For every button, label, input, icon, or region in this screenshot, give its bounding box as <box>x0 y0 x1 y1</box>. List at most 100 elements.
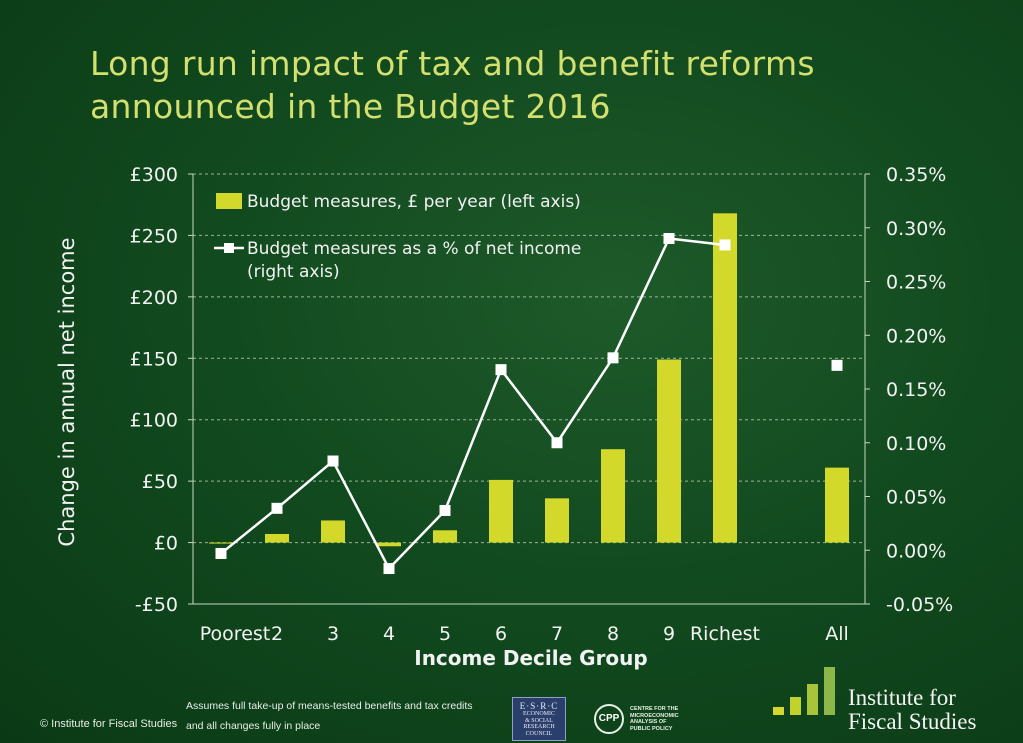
bar <box>433 530 457 543</box>
x-tick-label: 3 <box>327 623 339 645</box>
title-line-1: Long run impact of tax and benefit refor… <box>90 44 815 83</box>
x-axis-ticks: Poorest 2 3 4 5 6 7 8 9 Richest All <box>200 623 849 645</box>
bar <box>601 449 625 543</box>
x-tick-label: All <box>825 623 849 645</box>
legend-line-marker <box>224 243 234 253</box>
y-axis-left-ticks: £300 £250 £200 £150 £100 £50 £0 -£50 <box>130 164 193 616</box>
y2-tick-label: 0.10% <box>886 433 946 455</box>
bar <box>657 359 681 543</box>
bar <box>489 479 513 543</box>
line-segment <box>331 460 391 570</box>
x-tick-label: 4 <box>383 623 395 645</box>
y-axis-right-ticks: 0.35% 0.30% 0.25% 0.20% 0.15% 0.10% 0.05% 0.00%… <box>865 164 953 616</box>
legend-bar-swatch <box>216 193 242 209</box>
cpp-logo: CPP CENTRE FOR THE MICROECONOMIC ANALYSI… <box>594 702 714 738</box>
ifs-logo-bar-3 <box>807 684 818 715</box>
x-axis-label: Income Decile Group <box>414 646 647 670</box>
legend: Budget measures, £ per year (left axis) … <box>214 192 581 282</box>
line-point <box>271 502 283 514</box>
line-series <box>215 233 843 575</box>
y-axis-label: Change in annual net income <box>55 237 79 546</box>
cpp-logo-text: CENTRE FOR THE MICROECONOMIC ANALYSIS OF… <box>630 706 679 732</box>
x-tick-label: Poorest <box>200 623 270 645</box>
footnote: Assumes full take-up of means-tested ben… <box>186 696 516 736</box>
chart: £300 £250 £200 £150 £100 £50 £0 -£50 0.35% 0.30%… <box>55 164 953 670</box>
x-tick-label: 8 <box>607 623 619 645</box>
x-tick-label: 2 <box>271 623 283 645</box>
y2-tick-label: 0.05% <box>886 487 946 509</box>
y2-tick-label: 0.15% <box>886 379 946 401</box>
ifs-logo-bar-4 <box>824 667 835 715</box>
footnote-line-2: and all changes fully in place <box>186 720 321 732</box>
esrc-logo-line-4: RESEARCH <box>523 724 555 730</box>
ifs-logo-text: Institute for Fiscal Studies <box>848 686 976 734</box>
y2-tick-label: 0.20% <box>886 325 946 347</box>
cpp-logo-line-3: ANALYSIS OF <box>630 719 667 725</box>
ifs-logo-line-1: Institute for <box>848 685 956 710</box>
y-tick-label: -£50 <box>135 594 178 616</box>
cpp-logo-mark: CPP <box>594 704 624 734</box>
title-line-2: announced in the Budget 2016 <box>90 87 611 126</box>
y-tick-label: £150 <box>130 348 178 370</box>
cpp-logo-line-4: PUBLIC POLICY <box>630 725 673 732</box>
y2-tick-label: 0.25% <box>886 272 946 294</box>
line-segment <box>388 509 446 570</box>
ifs-logo-bars <box>770 665 840 715</box>
esrc-logo-mark: E·S·R·C <box>519 701 559 711</box>
bar <box>825 467 849 543</box>
x-tick-label: 9 <box>663 623 675 645</box>
x-tick-label: 7 <box>551 623 563 645</box>
ifs-logo-bar-1 <box>773 707 784 715</box>
legend-line-label-2: (right axis) <box>247 262 340 282</box>
line-segment <box>443 369 503 511</box>
legend-line-label: Budget measures as a % of net income <box>247 239 581 259</box>
esrc-logo-line-3: & SOCIAL <box>525 717 553 724</box>
y-tick-label: £300 <box>130 164 178 186</box>
cpp-logo-line-1: CENTRE FOR THE <box>630 706 679 712</box>
line-point <box>215 547 227 559</box>
line-segment <box>611 237 671 359</box>
y2-tick-label: 0.00% <box>886 540 946 562</box>
legend-bar-label: Budget measures, £ per year (left axis) <box>247 192 581 212</box>
line-segment <box>276 460 334 510</box>
y-tick-label: £100 <box>130 410 178 432</box>
y2-tick-label: 0.35% <box>886 164 946 186</box>
bar <box>209 542 233 544</box>
bar <box>377 542 401 547</box>
bar <box>545 498 569 543</box>
line-segment <box>220 507 278 555</box>
line-point <box>551 437 563 449</box>
esrc-logo: E·S·R·C ECONOMIC & SOCIAL RESEARCH COUNC… <box>512 697 566 741</box>
y-tick-label: £250 <box>130 225 178 247</box>
x-tick-label: 5 <box>439 623 451 645</box>
line-segment <box>500 368 558 444</box>
y2-tick-label: 0.30% <box>886 218 946 240</box>
footnote-line-1: Assumes full take-up of means-tested ben… <box>186 700 473 712</box>
line-point <box>439 504 451 516</box>
bar <box>713 213 737 543</box>
esrc-logo-line-5: COUNCIL <box>525 730 553 737</box>
bar-series <box>209 213 849 547</box>
bar <box>321 520 345 543</box>
line-point <box>663 233 675 244</box>
cpp-logo-line-2: MICROECONOMIC <box>630 712 679 719</box>
y-tick-label: £200 <box>130 287 178 309</box>
line-point <box>831 359 843 371</box>
line-segment <box>555 357 615 444</box>
ifs-logo-bar-2 <box>790 697 801 715</box>
ifs-logo-line-2: Fiscal Studies <box>848 709 977 734</box>
line-segment <box>668 237 726 247</box>
line-point <box>383 563 395 575</box>
esrc-logo-line-2: ECONOMIC <box>522 711 555 717</box>
chart-title: Long run impact of tax and benefit refor… <box>90 42 970 128</box>
bar <box>265 533 289 543</box>
line-point <box>719 239 731 251</box>
copyright: © Institute for Fiscal Studies <box>40 718 178 730</box>
gridlines <box>193 173 865 605</box>
x-tick-label: Richest <box>690 623 760 645</box>
y2-tick-label: -0.05% <box>886 594 953 616</box>
y-tick-label: £0 <box>154 533 178 555</box>
line-point <box>607 352 619 364</box>
line-point <box>327 455 339 467</box>
line-point <box>495 364 507 376</box>
